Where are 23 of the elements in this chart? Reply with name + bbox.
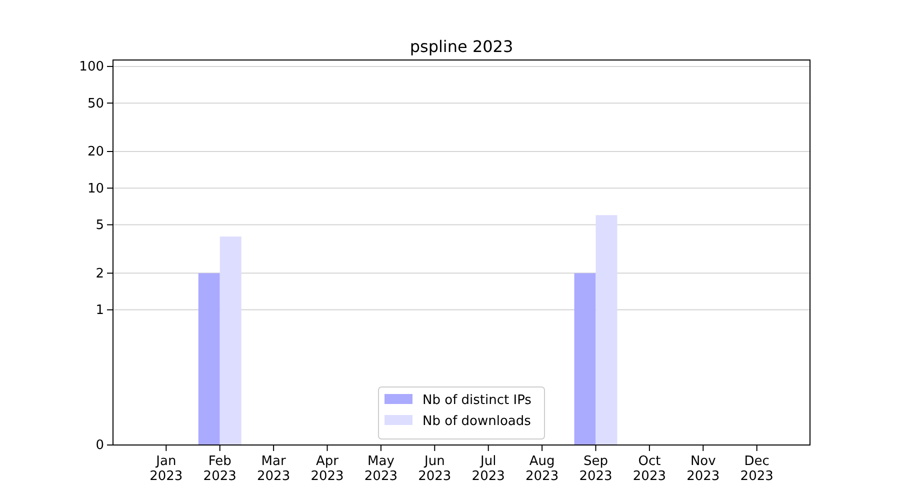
y-tick-label: 100 bbox=[79, 60, 104, 75]
y-tick-label: 0 bbox=[96, 438, 104, 454]
x-tick-label: Jul 2023 bbox=[472, 454, 505, 484]
y-tick-label: 20 bbox=[87, 144, 104, 160]
x-tick-label: Oct 2023 bbox=[632, 454, 666, 484]
x-tick-label: Jan 2023 bbox=[150, 454, 183, 484]
y-tick-label: 10 bbox=[87, 181, 104, 196]
x-tick-label: Nov 2023 bbox=[686, 454, 720, 484]
y-tick-label: 1 bbox=[96, 302, 104, 318]
x-tick-label: Jun 2023 bbox=[418, 454, 452, 484]
x-tick-label: Feb 2023 bbox=[203, 454, 236, 484]
x-tick-label: Mar 2023 bbox=[257, 454, 290, 484]
x-tick-label: Apr 2023 bbox=[310, 454, 344, 484]
x-tick-label: Aug 2023 bbox=[526, 454, 559, 484]
x-tick-label: Dec 2023 bbox=[740, 454, 774, 484]
x-tick-label: Sep 2023 bbox=[579, 454, 612, 484]
y-tick-label: 50 bbox=[87, 96, 104, 112]
y-tick-label: 5 bbox=[96, 218, 104, 233]
x-tick-label: May 2023 bbox=[364, 454, 398, 484]
legend-label: Nb of downloads bbox=[422, 414, 532, 429]
y-tick-label: 2 bbox=[96, 266, 104, 282]
legend-label: Nb of distinct IPs bbox=[422, 393, 532, 408]
chart-title: pspline 2023 bbox=[410, 37, 514, 56]
